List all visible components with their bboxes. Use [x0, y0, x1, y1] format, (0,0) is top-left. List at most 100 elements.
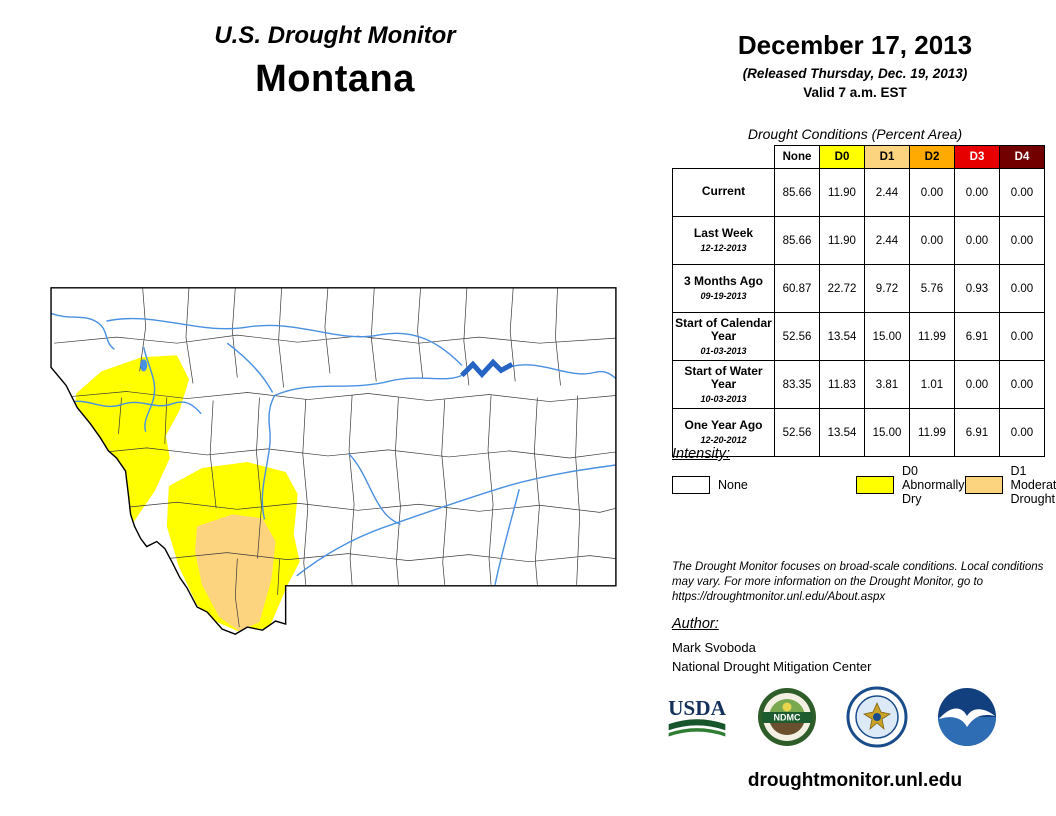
table-cell: 11.90: [819, 168, 865, 217]
map-date: December 17, 2013: [737, 30, 973, 60]
flathead-lake: [140, 359, 148, 372]
fort-peck-lake: [460, 358, 514, 379]
table-cell: 0.00: [999, 312, 1045, 361]
commerce-seal-logo: [846, 686, 908, 748]
row-label: Current: [672, 168, 775, 217]
table-cell: 85.66: [774, 168, 820, 217]
disclaimer-text: The Drought Monitor focuses on broad-sca…: [672, 561, 1044, 603]
table-cell: 0.93: [954, 264, 1000, 313]
released-date: (Released Thursday, Dec. 19, 2013): [742, 66, 968, 81]
legend-title: Intensity:: [672, 446, 731, 462]
agency-logos: USDA NDMC: [666, 686, 998, 748]
intensity-legend: Intensity: None D0 Abnormally Dry D1 Mod…: [672, 446, 1056, 506]
state-outline: [50, 287, 617, 635]
table-row: Last Week 12-12-2013 85.66 11.90 2.44 0.0…: [672, 216, 1045, 265]
table-cell: 0.00: [954, 216, 1000, 265]
table-cell: 11.90: [819, 216, 865, 265]
missouri-river-lower: [512, 364, 616, 379]
table-cell: 13.54: [819, 312, 865, 361]
table-cell: 60.87: [774, 264, 820, 313]
table-row: Current 85.66 11.90 2.44 0.00 0.00 0.00: [672, 168, 1045, 217]
col-d0: D0: [819, 145, 865, 169]
table-row: Start of Calendar Year 01-03-2013 52.56 1…: [672, 312, 1045, 361]
table-cell: 11.99: [909, 312, 955, 361]
ndmc-logo: NDMC: [756, 686, 818, 748]
table-header-row: None D0 D1 D2 D3 D4: [672, 145, 1045, 169]
table-cell: 5.76: [909, 264, 955, 313]
flathead-river: [142, 347, 156, 432]
legend-item-d0: D0 Abnormally Dry: [856, 464, 965, 506]
drought-conditions-table: None D0 D1 D2 D3 D4 Current 85.66 11.90 …: [672, 145, 1045, 457]
row-label: One Year Ago 12-20-2012: [672, 408, 775, 457]
musselshell-river: [348, 453, 401, 526]
table-row: Start of Water Year 10-03-2013 83.35 11.8…: [672, 360, 1045, 409]
table-cell: 15.00: [864, 312, 910, 361]
row-label: Last Week 12-12-2013: [672, 216, 775, 265]
col-d4: D4: [999, 145, 1045, 169]
table-title: Drought Conditions (Percent Area): [747, 126, 963, 142]
bighorn-river: [494, 488, 520, 585]
author-org: National Drought Mitigation Center: [672, 659, 872, 674]
legend-item-d1: D1 Moderate Drought: [964, 464, 1056, 506]
col-d3: D3: [954, 145, 1000, 169]
yellowstone-river: [296, 464, 616, 577]
montana-drought-map: [46, 284, 630, 644]
marias-river: [226, 342, 274, 393]
noaa-logo: [936, 686, 998, 748]
author-block: Author: Mark Svoboda National Drought Mi…: [672, 616, 871, 674]
date-block: December 17, 2013 (Released Thursday, De…: [660, 30, 1050, 100]
table-cell: 0.00: [999, 408, 1045, 457]
valid-time: Valid 7 a.m. EST: [803, 85, 907, 100]
table-cell: 9.72: [864, 264, 910, 313]
report-title: U.S. Drought Monitor: [214, 22, 456, 49]
svg-text:USDA: USDA: [668, 696, 727, 720]
table-corner-cell: [672, 145, 775, 169]
row-label: Start of Water Year 10-03-2013: [672, 360, 775, 409]
table-cell: 52.56: [774, 312, 820, 361]
table-cell: 0.00: [999, 216, 1045, 265]
row-label: Start of Calendar Year 01-03-2013: [672, 312, 775, 361]
row-label: 3 Months Ago 09-19-2013: [672, 264, 775, 313]
table-cell: 83.35: [774, 360, 820, 409]
d1-swatch: [964, 476, 1003, 494]
clark-fork-river: [63, 400, 202, 415]
table-cell: 11.99: [909, 408, 955, 457]
table-cell: 11.83: [819, 360, 865, 409]
table-row: One Year Ago 12-20-2012 52.56 13.54 15.00…: [672, 408, 1045, 457]
col-d1: D1: [864, 145, 910, 169]
table-cell: 52.56: [774, 408, 820, 457]
montana-map-svg: [50, 287, 617, 635]
table-cell: 2.44: [864, 216, 910, 265]
table-cell: 0.00: [999, 168, 1045, 217]
table-cell: 1.01: [909, 360, 955, 409]
table-cell: 0.00: [999, 360, 1045, 409]
site-url: droughtmonitor.unl.edu: [747, 770, 963, 791]
table-cell: 0.00: [999, 264, 1045, 313]
table-cell: 0.00: [954, 168, 1000, 217]
none-swatch: [672, 476, 710, 494]
table-cell: 22.72: [819, 264, 865, 313]
table-cell: 0.00: [954, 360, 1000, 409]
d0-swatch: [856, 476, 894, 494]
col-none: None: [774, 145, 820, 169]
legend-item-none: None: [672, 472, 856, 498]
missouri-river-upper: [261, 374, 463, 520]
table-cell: 0.00: [909, 216, 955, 265]
usda-logo: USDA: [666, 686, 728, 748]
table-cell: 85.66: [774, 216, 820, 265]
col-d2: D2: [909, 145, 955, 169]
report-header: U.S. Drought Monitor Montana: [95, 22, 575, 101]
table-cell: 6.91: [954, 312, 1000, 361]
table-cell: 3.81: [864, 360, 910, 409]
county-lines: [54, 287, 616, 628]
region-title: Montana: [255, 58, 415, 100]
table-row: 3 Months Ago 09-19-2013 60.87 22.72 9.72 …: [672, 264, 1045, 313]
svg-text:NDMC: NDMC: [774, 713, 801, 723]
author-name: Mark Svoboda: [672, 640, 756, 655]
kootenai-river: [51, 312, 115, 350]
author-heading: Author:: [672, 616, 719, 632]
table-cell: 0.00: [909, 168, 955, 217]
table-cell: 13.54: [819, 408, 865, 457]
milk-river: [106, 317, 463, 366]
table-cell: 15.00: [864, 408, 910, 457]
